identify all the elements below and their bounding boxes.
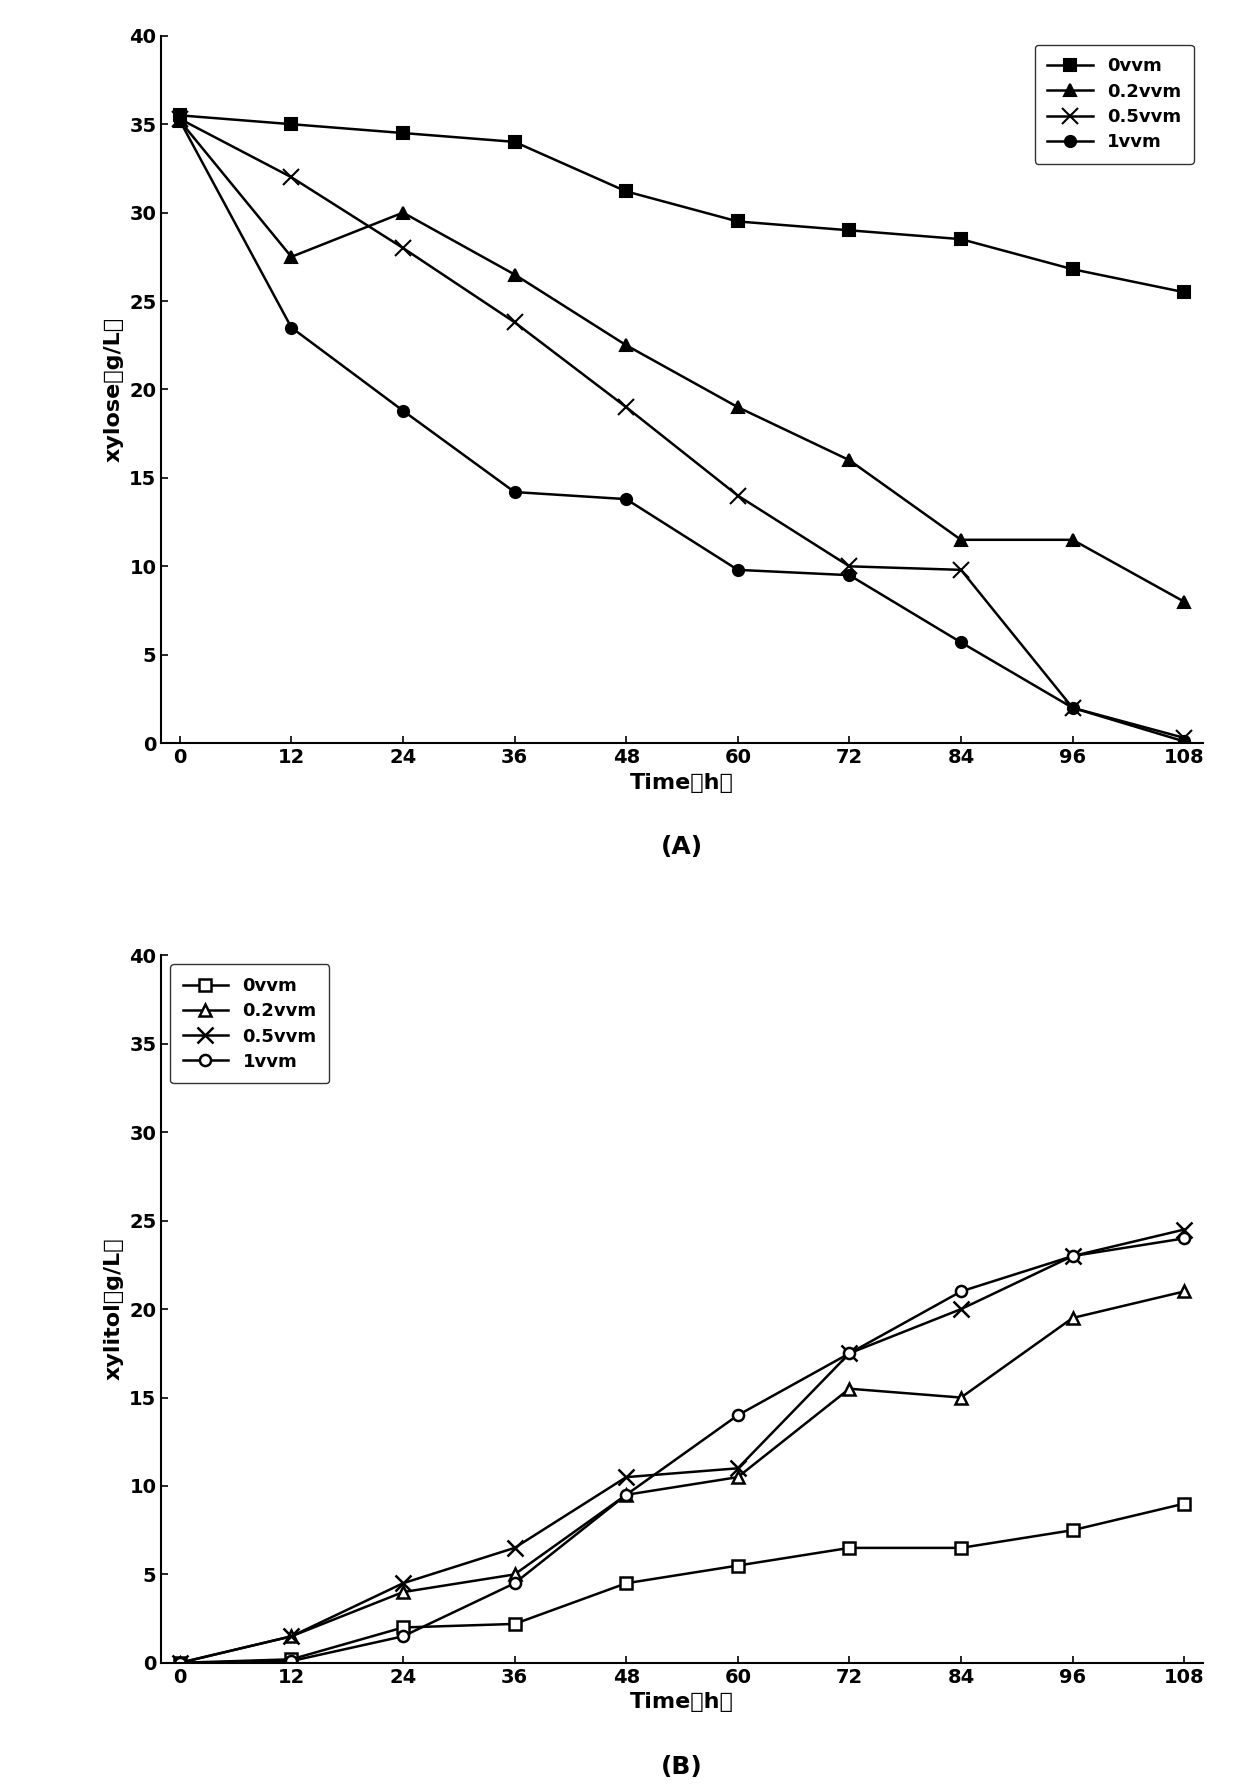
- 0.5vvm: [1065, 697, 1080, 719]
- 0vvm: [396, 122, 410, 143]
- 0vvm: [507, 1613, 522, 1634]
- 0.5vvm: [842, 1343, 857, 1364]
- 0vvm: [619, 1572, 634, 1593]
- 0vvm: [1177, 1493, 1192, 1514]
- 0vvm: [507, 131, 522, 152]
- 0.5vvm: [954, 1298, 968, 1320]
- 0vvm: [842, 1538, 857, 1559]
- 0.5vvm: [396, 1572, 410, 1593]
- 0.2vvm: [954, 1387, 968, 1409]
- 0vvm: [284, 1649, 299, 1670]
- 0vvm: [1065, 259, 1080, 281]
- 0vvm: [172, 105, 187, 127]
- Legend: 0vvm, 0.2vvm, 0.5vvm, 1vvm: 0vvm, 0.2vvm, 0.5vvm, 1vvm: [170, 964, 329, 1084]
- 0vvm: [396, 1616, 410, 1638]
- 1vvm: [1177, 1228, 1192, 1250]
- Legend: 0vvm, 0.2vvm, 0.5vvm, 1vvm: 0vvm, 0.2vvm, 0.5vvm, 1vvm: [1035, 45, 1194, 164]
- 1vvm: [954, 1280, 968, 1302]
- 0vvm: [172, 1652, 187, 1674]
- 0.5vvm: [284, 1625, 299, 1647]
- Line: 0.5vvm: 0.5vvm: [172, 111, 1192, 746]
- 0.2vvm: [172, 109, 187, 131]
- Line: 0vvm: 0vvm: [175, 109, 1189, 299]
- 0.5vvm: [842, 556, 857, 578]
- 0.2vvm: [172, 1652, 187, 1674]
- 0.2vvm: [954, 529, 968, 551]
- 0.2vvm: [1177, 1280, 1192, 1302]
- Line: 0.2vvm: 0.2vvm: [175, 114, 1189, 608]
- 0.5vvm: [172, 1652, 187, 1674]
- Text: (A): (A): [661, 835, 703, 860]
- 0.2vvm: [507, 265, 522, 286]
- 1vvm: [842, 565, 857, 586]
- 0.5vvm: [730, 485, 745, 506]
- 1vvm: [507, 481, 522, 502]
- 0.2vvm: [507, 1564, 522, 1586]
- 1vvm: [396, 1625, 410, 1647]
- Line: 0.5vvm: 0.5vvm: [172, 1221, 1192, 1670]
- 0vvm: [842, 220, 857, 241]
- 0.5vvm: [172, 107, 187, 129]
- 0.5vvm: [954, 560, 968, 581]
- 0.5vvm: [1065, 1244, 1080, 1266]
- 1vvm: [172, 109, 187, 131]
- 1vvm: [1177, 731, 1192, 753]
- 1vvm: [1065, 697, 1080, 719]
- 0.5vvm: [507, 311, 522, 333]
- 0.2vvm: [730, 397, 745, 418]
- 1vvm: [730, 1405, 745, 1427]
- 0.2vvm: [1177, 592, 1192, 613]
- 0.2vvm: [842, 1379, 857, 1400]
- 0.5vvm: [507, 1538, 522, 1559]
- 0vvm: [954, 1538, 968, 1559]
- 1vvm: [172, 1652, 187, 1674]
- 0vvm: [730, 1556, 745, 1577]
- 0.2vvm: [1065, 529, 1080, 551]
- 1vvm: [1065, 1244, 1080, 1266]
- 1vvm: [730, 560, 745, 581]
- Line: 0.2vvm: 0.2vvm: [175, 1286, 1189, 1668]
- Y-axis label: xylose（g/L）: xylose（g/L）: [103, 316, 124, 461]
- 0.5vvm: [619, 397, 634, 418]
- 0vvm: [730, 211, 745, 232]
- Text: (B): (B): [661, 1754, 703, 1779]
- 0.2vvm: [842, 449, 857, 470]
- 0vvm: [284, 113, 299, 134]
- 1vvm: [619, 488, 634, 510]
- 0.2vvm: [396, 202, 410, 224]
- 1vvm: [507, 1572, 522, 1593]
- 1vvm: [842, 1343, 857, 1364]
- 0.5vvm: [619, 1466, 634, 1488]
- 0.2vvm: [619, 334, 634, 356]
- 0vvm: [619, 181, 634, 202]
- 1vvm: [284, 1650, 299, 1672]
- Line: 1vvm: 1vvm: [175, 114, 1189, 747]
- X-axis label: Time（h）: Time（h）: [630, 772, 734, 792]
- 0vvm: [1177, 281, 1192, 302]
- 1vvm: [396, 401, 410, 422]
- 1vvm: [619, 1484, 634, 1505]
- 0.5vvm: [284, 166, 299, 188]
- 0.5vvm: [396, 238, 410, 259]
- 0vvm: [1065, 1520, 1080, 1541]
- X-axis label: Time（h）: Time（h）: [630, 1691, 734, 1713]
- Line: 0vvm: 0vvm: [175, 1498, 1189, 1668]
- 0.5vvm: [1177, 728, 1192, 749]
- 0.2vvm: [284, 247, 299, 268]
- 1vvm: [284, 316, 299, 338]
- 0.5vvm: [1177, 1219, 1192, 1241]
- 1vvm: [954, 631, 968, 653]
- 0.2vvm: [730, 1466, 745, 1488]
- Line: 1vvm: 1vvm: [175, 1234, 1189, 1668]
- 0.2vvm: [396, 1581, 410, 1602]
- 0.2vvm: [619, 1484, 634, 1505]
- 0vvm: [954, 229, 968, 250]
- 0.2vvm: [284, 1625, 299, 1647]
- 0.5vvm: [730, 1457, 745, 1479]
- Y-axis label: xylitol（g/L）: xylitol（g/L）: [103, 1237, 124, 1380]
- 0.2vvm: [1065, 1307, 1080, 1328]
